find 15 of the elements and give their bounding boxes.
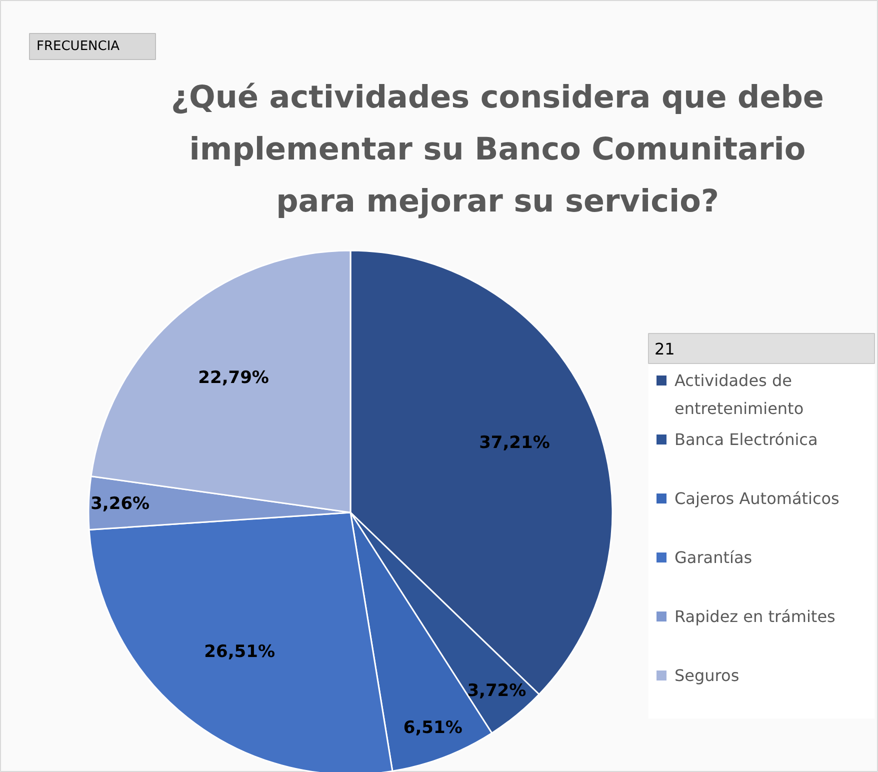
data-label: 3,72% [467,680,526,701]
chart-title: ¿Qué actividades considera que debe implementar su Banco Comunitario para mejorar su servicio? [171,80,824,220]
data-label: 26,51% [204,642,275,662]
data-label: 37,21% [479,432,550,453]
data-label: 22,79% [198,368,269,388]
text: FRECUENCIA [36,39,120,54]
legend-label: Actividades de entretenimiento [674,371,804,418]
legend-label: Garantías [674,548,752,567]
legend-label: Banca Electrónica [674,430,818,449]
legend-label: Cajeros Automáticos [674,489,840,508]
legend-label: Rapidez en trámites [674,607,836,626]
legend-label: Seguros [674,666,740,685]
data-label: 3,26% [90,494,150,514]
data-label: 6,51% [403,718,462,738]
legend-title: 21 [654,340,675,358]
